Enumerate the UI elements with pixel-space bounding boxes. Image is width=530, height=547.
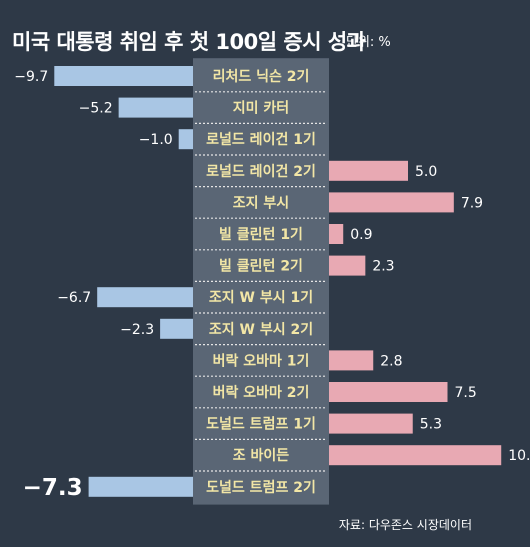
chart-title: 미국 대통령 취임 후 첫 100일 증시 성과 [12, 30, 366, 54]
positive-bar [329, 445, 502, 466]
category-label: 조지 W 부시 1기 [209, 290, 313, 306]
negative-bar [88, 476, 193, 497]
negative-bar [178, 129, 193, 150]
value-label: 7.9 [461, 195, 483, 211]
value-label: −6.7 [57, 290, 91, 306]
positive-bar [329, 192, 454, 213]
category-label: 버락 오바마 1기 [213, 352, 310, 369]
value-label: 10.9 [508, 448, 530, 464]
negative-bar [160, 318, 193, 339]
value-label: 7.5 [455, 385, 477, 401]
value-label: −1.0 [139, 132, 173, 148]
value-label: 2.8 [380, 353, 402, 369]
negative-bar [97, 287, 193, 308]
value-label: 5.0 [415, 164, 437, 180]
category-label: 조지 부시 [233, 195, 289, 211]
positive-bar [329, 413, 413, 434]
category-label: 도널드 트럼프 1기 [206, 417, 316, 433]
positive-bar [329, 160, 408, 181]
category-label: 리처드 닉슨 2기 [213, 69, 310, 85]
value-label: −7.3 [23, 475, 83, 501]
source-note: 자료: 다우존스 시장데이터 [338, 518, 472, 532]
value-label: −5.2 [79, 101, 113, 117]
positive-bar [329, 350, 374, 371]
value-label: 5.3 [420, 417, 442, 433]
value-label: −2.3 [120, 322, 154, 338]
positive-bar [329, 224, 344, 244]
category-label: 지미 카터 [233, 101, 289, 117]
category-label: 조 바이든 [233, 447, 290, 464]
positive-bar [329, 382, 448, 402]
category-label: 로널드 레이건 2기 [206, 163, 316, 180]
category-label: 조지 W 부시 2기 [209, 322, 313, 338]
category-label: 도널드 트럼프 2기 [206, 480, 316, 496]
category-label: 빌 클린턴 1기 [219, 226, 303, 243]
category-label: 빌 클린턴 2기 [219, 258, 303, 275]
unit-label: 단위: % [346, 35, 391, 50]
value-label: 0.9 [350, 227, 372, 243]
category-label: 로널드 레이건 1기 [206, 131, 316, 148]
category-label: 버락 오바마 2기 [213, 384, 310, 401]
value-label: −9.7 [14, 69, 48, 85]
positive-bar [329, 255, 366, 276]
negative-bar [118, 97, 193, 118]
value-label: 2.3 [372, 259, 394, 275]
negative-bar [54, 66, 193, 86]
